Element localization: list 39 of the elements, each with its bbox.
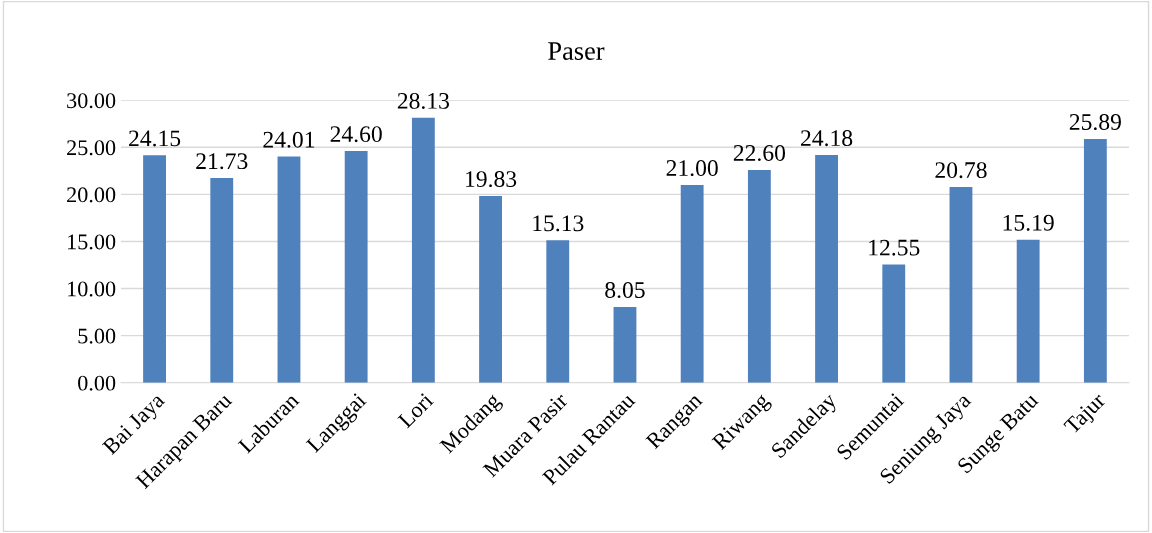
data-label: 22.60 [733, 144, 786, 162]
bar [613, 306, 637, 383]
y-tick-label: 20.00 [67, 187, 116, 203]
bar [143, 155, 166, 383]
bar [210, 178, 234, 383]
x-tick-label: Lori [397, 391, 435, 429]
bar [815, 155, 838, 383]
y-tick-label: 10.00 [68, 281, 116, 297]
bar [1083, 138, 1107, 383]
y-tick-label: 25.00 [67, 140, 116, 156]
data-label: 19.83 [466, 171, 517, 188]
y-tick-label: 5.00 [78, 328, 116, 344]
data-label: 20.78 [935, 162, 987, 179]
bar [479, 195, 502, 383]
data-label: 24.01 [263, 131, 315, 148]
data-label: 15.19 [1003, 214, 1054, 231]
y-tick-label: 30.00 [67, 93, 116, 109]
y-tick-label: 15.00 [68, 234, 116, 250]
data-label: 25.89 [1069, 114, 1121, 131]
data-label: 24.15 [129, 130, 181, 147]
bar [411, 117, 435, 383]
bar [277, 156, 301, 383]
bar [949, 187, 973, 383]
bar [344, 151, 368, 383]
chart-title: Paser [548, 42, 605, 60]
data-label: 12.55 [869, 239, 920, 256]
bar [546, 240, 570, 383]
data-label: 21.00 [666, 160, 718, 177]
data-label: 21.73 [196, 153, 248, 170]
bar [1016, 239, 1040, 383]
data-label: 24.60 [330, 126, 382, 143]
data-label: 15.13 [533, 215, 584, 232]
bar [680, 184, 704, 383]
bar [747, 169, 771, 383]
bar [882, 264, 906, 383]
y-tick-label: 0.00 [78, 375, 116, 391]
data-label: 8.05 [605, 282, 645, 299]
data-label: 24.18 [801, 130, 853, 147]
data-label: 28.13 [397, 92, 449, 109]
